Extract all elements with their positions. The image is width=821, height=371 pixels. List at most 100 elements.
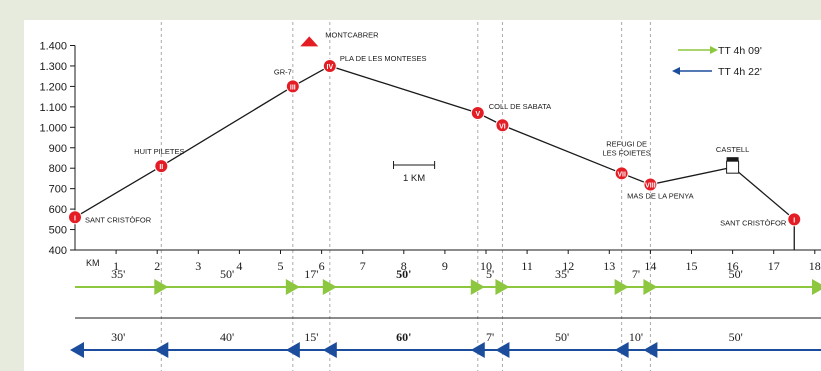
return-time-time-label: 60' bbox=[396, 330, 411, 344]
waypoint-number: I bbox=[74, 215, 76, 222]
y-tick-label: 1.300 bbox=[39, 61, 67, 73]
legend-arrow-head bbox=[710, 46, 718, 54]
waypoint-number: I bbox=[793, 217, 795, 224]
x-tick-label: 5 bbox=[278, 259, 284, 273]
scale-bar-label: 1 KM bbox=[403, 173, 425, 184]
forward-time-time-label: 50' bbox=[729, 267, 743, 281]
x-tick-label: 18 bbox=[809, 259, 821, 273]
legend-label: TT 4h 09' bbox=[718, 45, 762, 57]
waypoint-marker bbox=[154, 159, 169, 174]
waypoint-label-line: REFUGI DE bbox=[606, 139, 647, 148]
x-tick-label: 17 bbox=[768, 259, 780, 273]
waypoint-number: VII bbox=[617, 171, 626, 178]
x-tick-label: 3 bbox=[195, 259, 201, 273]
x-tick-label: 1 bbox=[113, 259, 119, 273]
y-tick-label: 1.000 bbox=[39, 122, 67, 134]
waypoint-label: GR-7 bbox=[274, 67, 292, 76]
return-time-arrow-head bbox=[70, 342, 84, 358]
return-time-arrow-head bbox=[614, 342, 629, 358]
x-tick-label: 16 bbox=[727, 259, 739, 273]
waypoint-label: SANT CRISTÒFOR bbox=[720, 218, 787, 227]
forward-time-time-label: 5' bbox=[486, 267, 494, 281]
waypoint-number: II bbox=[159, 164, 163, 171]
waypoint-label: REFUGI DE LES FOIETES bbox=[602, 139, 650, 157]
return-time-time-label: 40' bbox=[220, 330, 234, 344]
x-tick-label: 12 bbox=[562, 259, 574, 273]
return-time-arrow-head bbox=[154, 342, 169, 358]
x-tick-label: 2 bbox=[154, 259, 160, 273]
forward-time-time-label: 50' bbox=[396, 267, 411, 281]
y-tick-label: 1.400 bbox=[39, 41, 67, 53]
forward-time-arrow-head bbox=[285, 279, 300, 295]
return-time-arrow-head bbox=[495, 342, 510, 358]
y-tick-label: 400 bbox=[49, 245, 67, 257]
y-tick-label: 1.100 bbox=[39, 102, 67, 114]
legend-arrow-head bbox=[672, 67, 680, 75]
peak-label: MONTCABRER bbox=[325, 30, 379, 39]
forward-time-arrow-head bbox=[495, 279, 510, 295]
legend-label: TT 4h 22' bbox=[718, 66, 762, 78]
waypoint-label: HUIT PILETES bbox=[134, 147, 184, 156]
x-axis-unit-label: KM bbox=[86, 258, 100, 268]
return-time-time-label: 30' bbox=[111, 330, 125, 344]
peak-triangle-marker bbox=[300, 36, 319, 47]
waypoint-marker bbox=[614, 166, 629, 181]
x-tick-label: 6 bbox=[319, 259, 325, 273]
waypoint-label-line: LES FOIETES bbox=[602, 148, 650, 157]
return-time-time-label: 15' bbox=[304, 330, 318, 344]
return-time-arrow-head bbox=[643, 342, 658, 358]
waypoint-number: VIII bbox=[645, 183, 656, 190]
return-time-arrow-head bbox=[285, 342, 300, 358]
elevation-profile-line bbox=[74, 65, 795, 220]
x-tick-label: 9 bbox=[442, 259, 448, 273]
forward-time-arrow-head bbox=[643, 279, 658, 295]
waypoint-number: V bbox=[475, 111, 480, 118]
return-time-time-label: 7' bbox=[486, 330, 494, 344]
forward-time-arrow-head bbox=[470, 279, 485, 295]
x-tick-label: 11 bbox=[521, 259, 533, 273]
y-tick-label: 900 bbox=[49, 143, 67, 155]
x-tick-label: 8 bbox=[401, 259, 407, 273]
castle-label: CASTELL bbox=[716, 145, 749, 154]
castle-icon bbox=[726, 160, 740, 174]
return-time-arrow-head bbox=[470, 342, 485, 358]
x-tick-label: 7 bbox=[360, 259, 366, 273]
return-time-time-label: 50' bbox=[729, 330, 743, 344]
return-time-time-label: 10' bbox=[629, 330, 643, 344]
forward-time-time-label: 35' bbox=[111, 267, 125, 281]
forward-time-arrow-head bbox=[812, 279, 821, 295]
y-tick-label: 1.200 bbox=[39, 81, 67, 93]
waypoint-marker bbox=[68, 210, 82, 225]
x-tick-label: 14 bbox=[644, 259, 656, 273]
waypoint-label: SANT CRISTÒFOR bbox=[85, 215, 152, 224]
x-tick-label: 15 bbox=[686, 259, 698, 273]
chart-panel bbox=[24, 20, 821, 371]
return-time-time-label: 50' bbox=[555, 330, 569, 344]
x-tick-label: 13 bbox=[603, 259, 615, 273]
waypoint-label: COLL DE SABATA bbox=[489, 102, 551, 111]
forward-time-time-label: 50' bbox=[220, 267, 234, 281]
waypoint-marker bbox=[787, 212, 802, 227]
forward-time-arrow-head bbox=[614, 279, 629, 295]
forward-time-time-label: 17' bbox=[304, 267, 318, 281]
forward-time-arrow-head bbox=[154, 279, 169, 295]
forward-time-arrow-head bbox=[322, 279, 337, 295]
return-time-arrow-head bbox=[322, 342, 337, 358]
waypoint-label: MAS DE LA PENYA bbox=[627, 192, 694, 201]
waypoint-marker bbox=[322, 58, 337, 73]
y-tick-label: 700 bbox=[49, 184, 67, 196]
y-tick-label: 500 bbox=[49, 225, 67, 237]
forward-time-time-label: 35' bbox=[555, 267, 569, 281]
forward-time-time-label: 7' bbox=[632, 267, 640, 281]
waypoint-marker bbox=[495, 118, 510, 133]
y-tick-label: 600 bbox=[49, 204, 67, 216]
y-tick-label: 800 bbox=[49, 163, 67, 175]
castle-battlement-icon bbox=[726, 157, 739, 162]
x-tick-label: 10 bbox=[480, 259, 492, 273]
waypoint-marker bbox=[285, 79, 300, 94]
waypoint-number: IV bbox=[327, 64, 334, 71]
waypoint-marker bbox=[470, 105, 485, 120]
waypoint-number: VI bbox=[499, 123, 506, 130]
x-tick-label: 4 bbox=[236, 259, 242, 273]
